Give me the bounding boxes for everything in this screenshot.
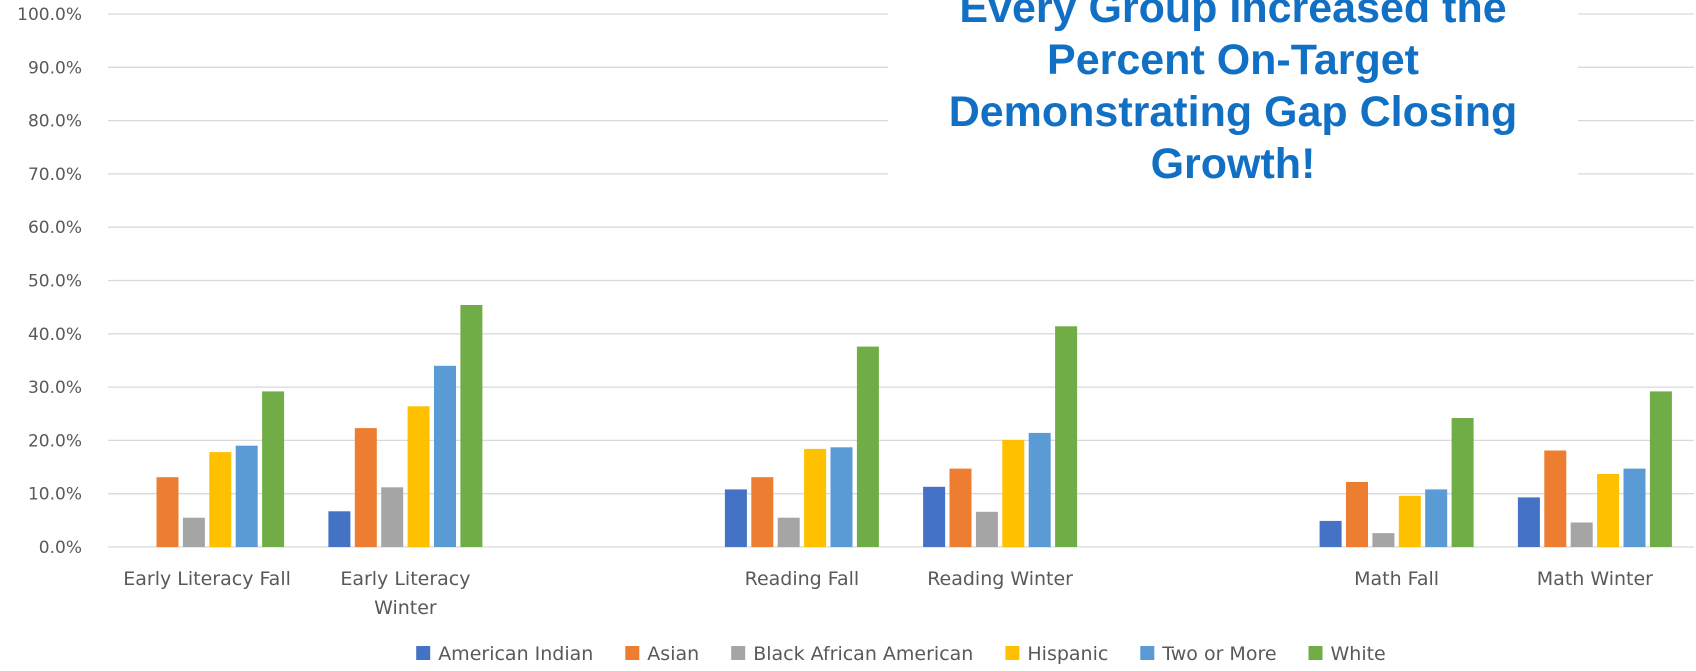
y-tick-label: 70.0% <box>28 165 82 185</box>
y-tick-label: 0.0% <box>39 538 82 558</box>
bar-white <box>262 391 285 547</box>
bar-asian <box>1544 450 1567 547</box>
bar-hispanic <box>1002 439 1025 547</box>
legend-swatch <box>1005 646 1020 660</box>
category-label: Math Winter <box>1537 568 1653 590</box>
bar-two-or-more <box>1425 489 1448 547</box>
bar-asian <box>354 428 377 547</box>
bar-asian <box>751 477 774 547</box>
bar-two-or-more <box>1623 468 1646 547</box>
y-tick-label: 90.0% <box>28 58 82 78</box>
bar-asian <box>156 477 179 547</box>
legend-swatch <box>625 646 640 660</box>
annotation-line-2: Percent On-Target <box>1047 36 1419 84</box>
legend-label: Asian <box>647 643 699 665</box>
y-tick-label: 50.0% <box>28 272 82 292</box>
legend-swatch <box>416 646 431 660</box>
annotation-line-3: Demonstrating Gap Closing <box>948 88 1518 136</box>
category-label: Math Fall <box>1354 568 1439 590</box>
legend-label: American Indian <box>438 643 593 665</box>
bar-black-african-american <box>182 517 205 547</box>
category-label: Winter <box>374 597 437 619</box>
y-tick-label: 30.0% <box>28 378 82 398</box>
bar-white <box>1451 418 1474 547</box>
category-label: Early Literacy <box>340 568 470 590</box>
y-tick-label: 10.0% <box>28 485 82 505</box>
category-label: Reading Fall <box>745 568 860 590</box>
bar-white <box>856 346 879 547</box>
bar-asian <box>949 468 972 547</box>
bar-two-or-more <box>1028 432 1051 547</box>
bar-two-or-more <box>434 365 456 547</box>
annotation-line-1: Every Group Increased the <box>959 0 1507 32</box>
annotation-line-4: Growth! <box>1150 140 1316 188</box>
bar-white <box>1649 391 1672 547</box>
bar-hispanic <box>1398 495 1421 547</box>
bar-black-african-american <box>1372 533 1395 547</box>
legend-label: Hispanic <box>1027 643 1108 665</box>
y-tick-label: 80.0% <box>28 112 82 132</box>
bar-black-african-american <box>777 517 800 547</box>
legend-label: Black African American <box>753 643 973 665</box>
bar-two-or-more <box>830 447 853 547</box>
bar-american-indian <box>328 511 351 547</box>
y-tick-label: 100.0% <box>17 5 82 25</box>
legend-swatch <box>1308 646 1323 660</box>
bar-hispanic <box>1597 474 1620 547</box>
bar-hispanic <box>804 448 827 547</box>
chart-annotation: Every Group Increased the Percent On-Tar… <box>888 0 1578 200</box>
legend-label: White <box>1331 643 1386 665</box>
bar-two-or-more <box>235 445 258 547</box>
legend-swatch <box>731 646 746 660</box>
y-tick-label: 40.0% <box>28 325 82 345</box>
bar-american-indian <box>1319 520 1342 547</box>
bar-hispanic <box>407 406 430 547</box>
bar-hispanic <box>209 452 232 547</box>
bar-white <box>460 305 483 547</box>
bar-black-african-american <box>381 487 404 547</box>
bar-white <box>1055 326 1078 547</box>
bar-american-indian <box>1517 497 1540 547</box>
y-tick-label: 20.0% <box>28 431 82 451</box>
bar-asian <box>1346 482 1368 547</box>
y-tick-label: 60.0% <box>28 218 82 238</box>
category-label: Early Literacy Fall <box>123 568 291 590</box>
category-label: Reading Winter <box>927 568 1073 590</box>
bar-black-african-american <box>975 511 998 547</box>
bar-american-indian <box>923 486 946 547</box>
legend-swatch <box>1140 646 1155 660</box>
bar-american-indian <box>724 489 747 547</box>
legend-label: Two or More <box>1161 643 1276 665</box>
bar-black-african-american <box>1570 522 1593 547</box>
